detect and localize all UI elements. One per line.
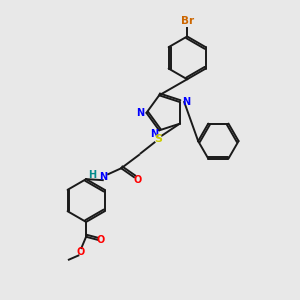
Text: N: N <box>99 172 107 182</box>
Text: N: N <box>136 108 144 118</box>
Text: N: N <box>150 129 158 139</box>
Text: O: O <box>134 175 142 184</box>
Text: Br: Br <box>181 16 194 26</box>
Text: O: O <box>97 235 105 245</box>
Text: O: O <box>76 247 85 256</box>
Text: S: S <box>154 134 162 143</box>
Text: H: H <box>88 170 96 180</box>
Text: N: N <box>182 97 190 107</box>
